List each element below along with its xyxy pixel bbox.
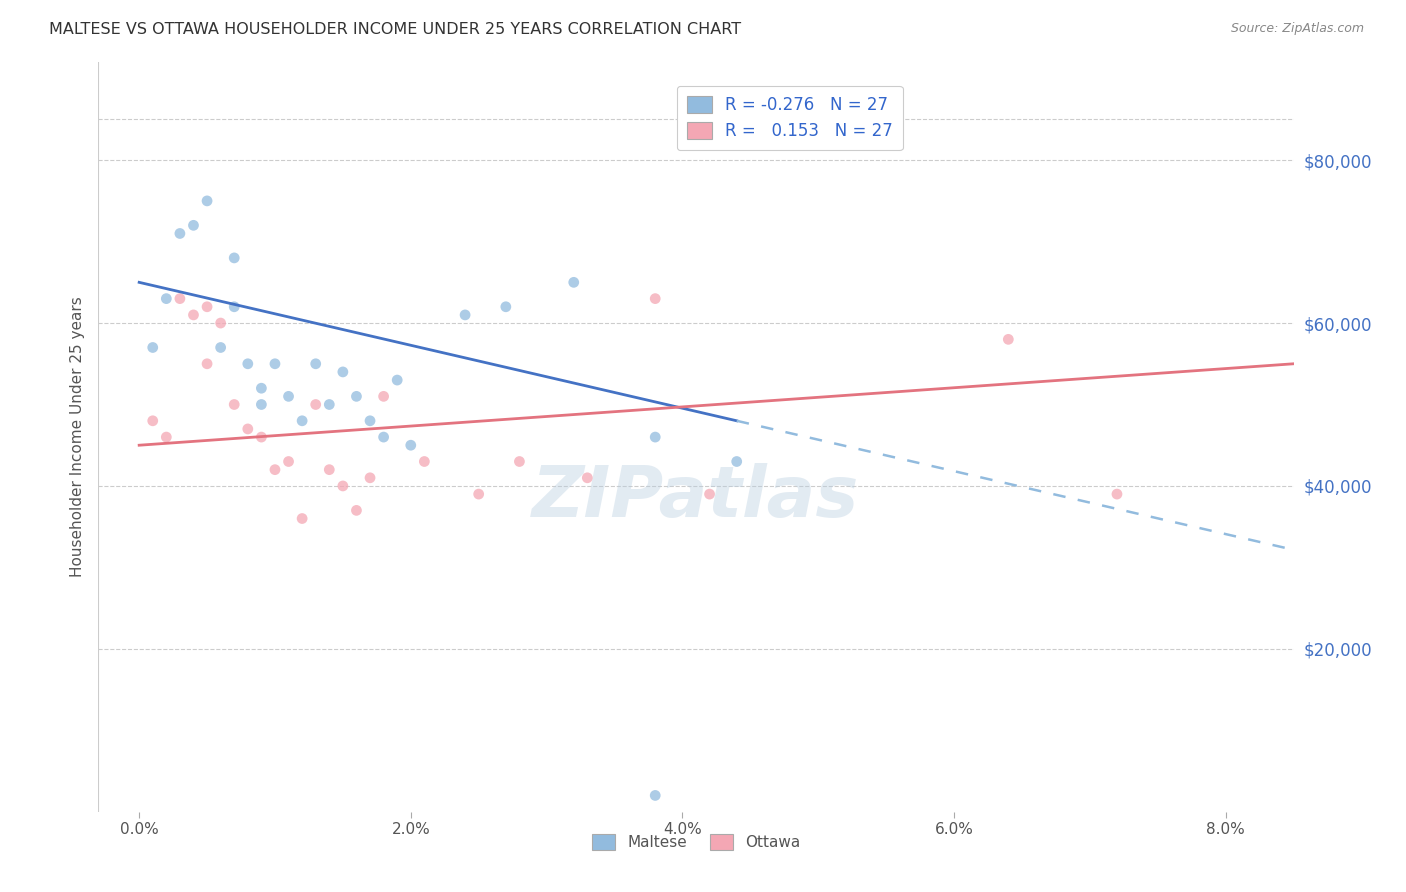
Text: Source: ZipAtlas.com: Source: ZipAtlas.com	[1230, 22, 1364, 36]
Point	[1105, 487, 1128, 501]
Point	[277, 389, 299, 403]
Point	[195, 194, 218, 208]
Point	[224, 397, 246, 411]
Point	[699, 487, 721, 501]
Legend: Maltese, Ottawa: Maltese, Ottawa	[586, 829, 806, 856]
Point	[385, 373, 409, 387]
Point	[562, 276, 585, 290]
Point	[508, 454, 530, 468]
Point	[236, 357, 259, 371]
Point	[467, 487, 489, 501]
Point	[413, 454, 436, 468]
Point	[236, 422, 259, 436]
Point	[305, 357, 328, 371]
Point	[644, 292, 666, 306]
Point	[250, 430, 273, 444]
Point	[169, 227, 191, 241]
Point	[155, 292, 177, 306]
Point	[373, 430, 395, 444]
Point	[332, 479, 354, 493]
Point	[359, 471, 381, 485]
Point	[318, 397, 340, 411]
Point	[346, 389, 368, 403]
Text: ZIPatlas: ZIPatlas	[533, 463, 859, 532]
Point	[264, 463, 287, 477]
Point	[291, 511, 314, 525]
Point	[454, 308, 477, 322]
Point	[195, 300, 218, 314]
Point	[142, 341, 165, 355]
Point	[224, 300, 246, 314]
Point	[169, 292, 191, 306]
Point	[495, 300, 517, 314]
Point	[644, 430, 666, 444]
Point	[264, 357, 287, 371]
Point	[359, 414, 381, 428]
Point	[725, 454, 748, 468]
Point	[250, 381, 273, 395]
Text: MALTESE VS OTTAWA HOUSEHOLDER INCOME UNDER 25 YEARS CORRELATION CHART: MALTESE VS OTTAWA HOUSEHOLDER INCOME UND…	[49, 22, 741, 37]
Point	[291, 414, 314, 428]
Point	[155, 430, 177, 444]
Point	[277, 454, 299, 468]
Point	[209, 316, 232, 330]
Point	[142, 414, 165, 428]
Point	[195, 357, 218, 371]
Point	[305, 397, 328, 411]
Point	[644, 789, 666, 803]
Point	[183, 308, 205, 322]
Point	[373, 389, 395, 403]
Point	[209, 341, 232, 355]
Point	[224, 251, 246, 265]
Y-axis label: Householder Income Under 25 years: Householder Income Under 25 years	[69, 297, 84, 577]
Point	[399, 438, 422, 452]
Point	[997, 332, 1019, 346]
Point	[318, 463, 340, 477]
Point	[346, 503, 368, 517]
Point	[183, 219, 205, 233]
Point	[576, 471, 599, 485]
Point	[332, 365, 354, 379]
Point	[250, 397, 273, 411]
